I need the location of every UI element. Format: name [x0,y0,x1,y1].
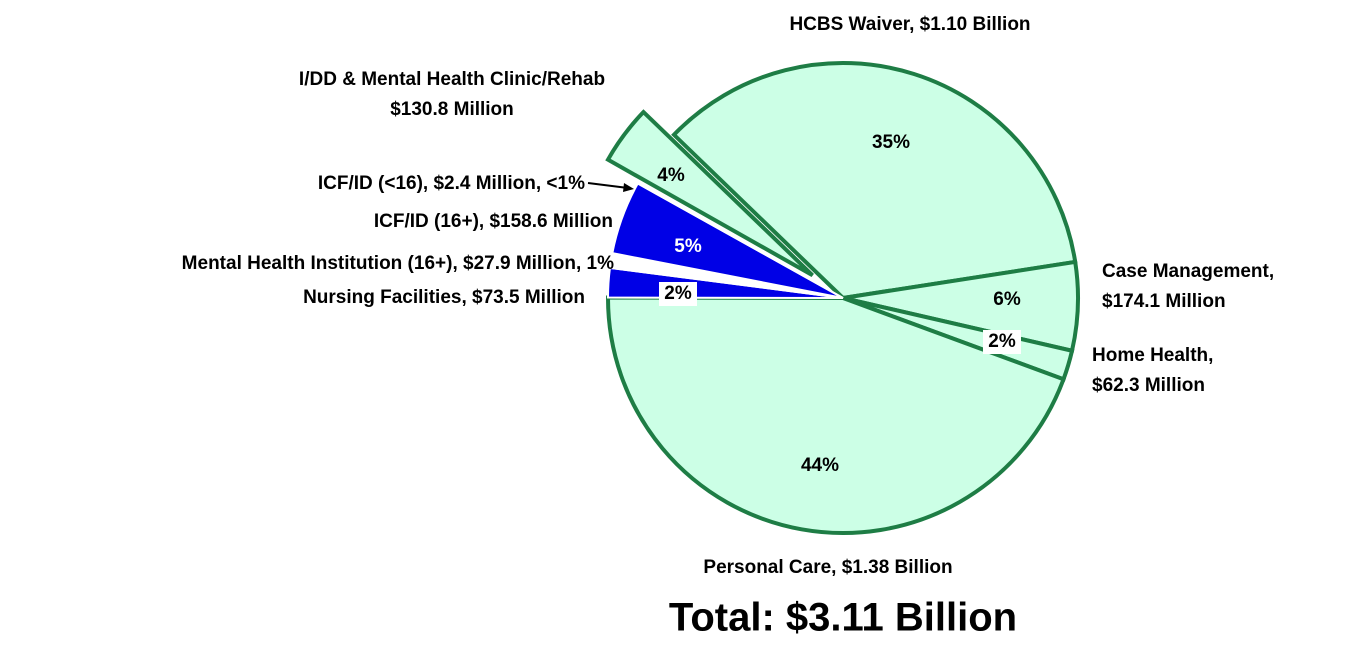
value-label: 35% [872,132,910,153]
value-label: 5% [674,236,702,257]
slice-label: I/DD & Mental Health Clinic/Rehab [299,69,605,90]
pie-slice [671,61,1078,301]
value-label: 2% [988,331,1016,352]
slice-label: ICF/ID (16+), $158.6 Million [374,211,613,232]
slice-label: $62.3 Million [1092,375,1205,396]
arrow-head [623,183,634,192]
value-label-bg [983,330,1021,354]
slice-label: Case Management, [1102,261,1274,282]
pie-slice [605,109,814,278]
slice-label: Personal Care, $1.38 Billion [703,557,952,578]
pie [605,61,1080,535]
value-label: 4% [657,165,685,186]
chart-title: Total: $3.11 Billion [669,596,1017,640]
slice-label: $130.8 Million [390,99,514,120]
slice-label: $174.1 Million [1102,291,1226,312]
slice-label: Home Health, [1092,345,1213,366]
slice-label: ICF/ID (<16), $2.4 Million, <1% [318,173,585,194]
slice-label: HCBS Waiver, $1.10 Billion [789,14,1030,35]
value-label: 44% [801,455,839,476]
pie-slice [636,181,844,299]
leader-arrow [587,182,629,189]
value-label: 2% [664,283,692,304]
pie-slice [605,295,1067,535]
value-label: 6% [993,289,1021,310]
slice-label: Mental Health Institution (16+), $27.9 M… [182,253,614,274]
value-label-bg [659,282,697,306]
slice-label: Nursing Facilities, $73.5 Million [303,287,585,308]
